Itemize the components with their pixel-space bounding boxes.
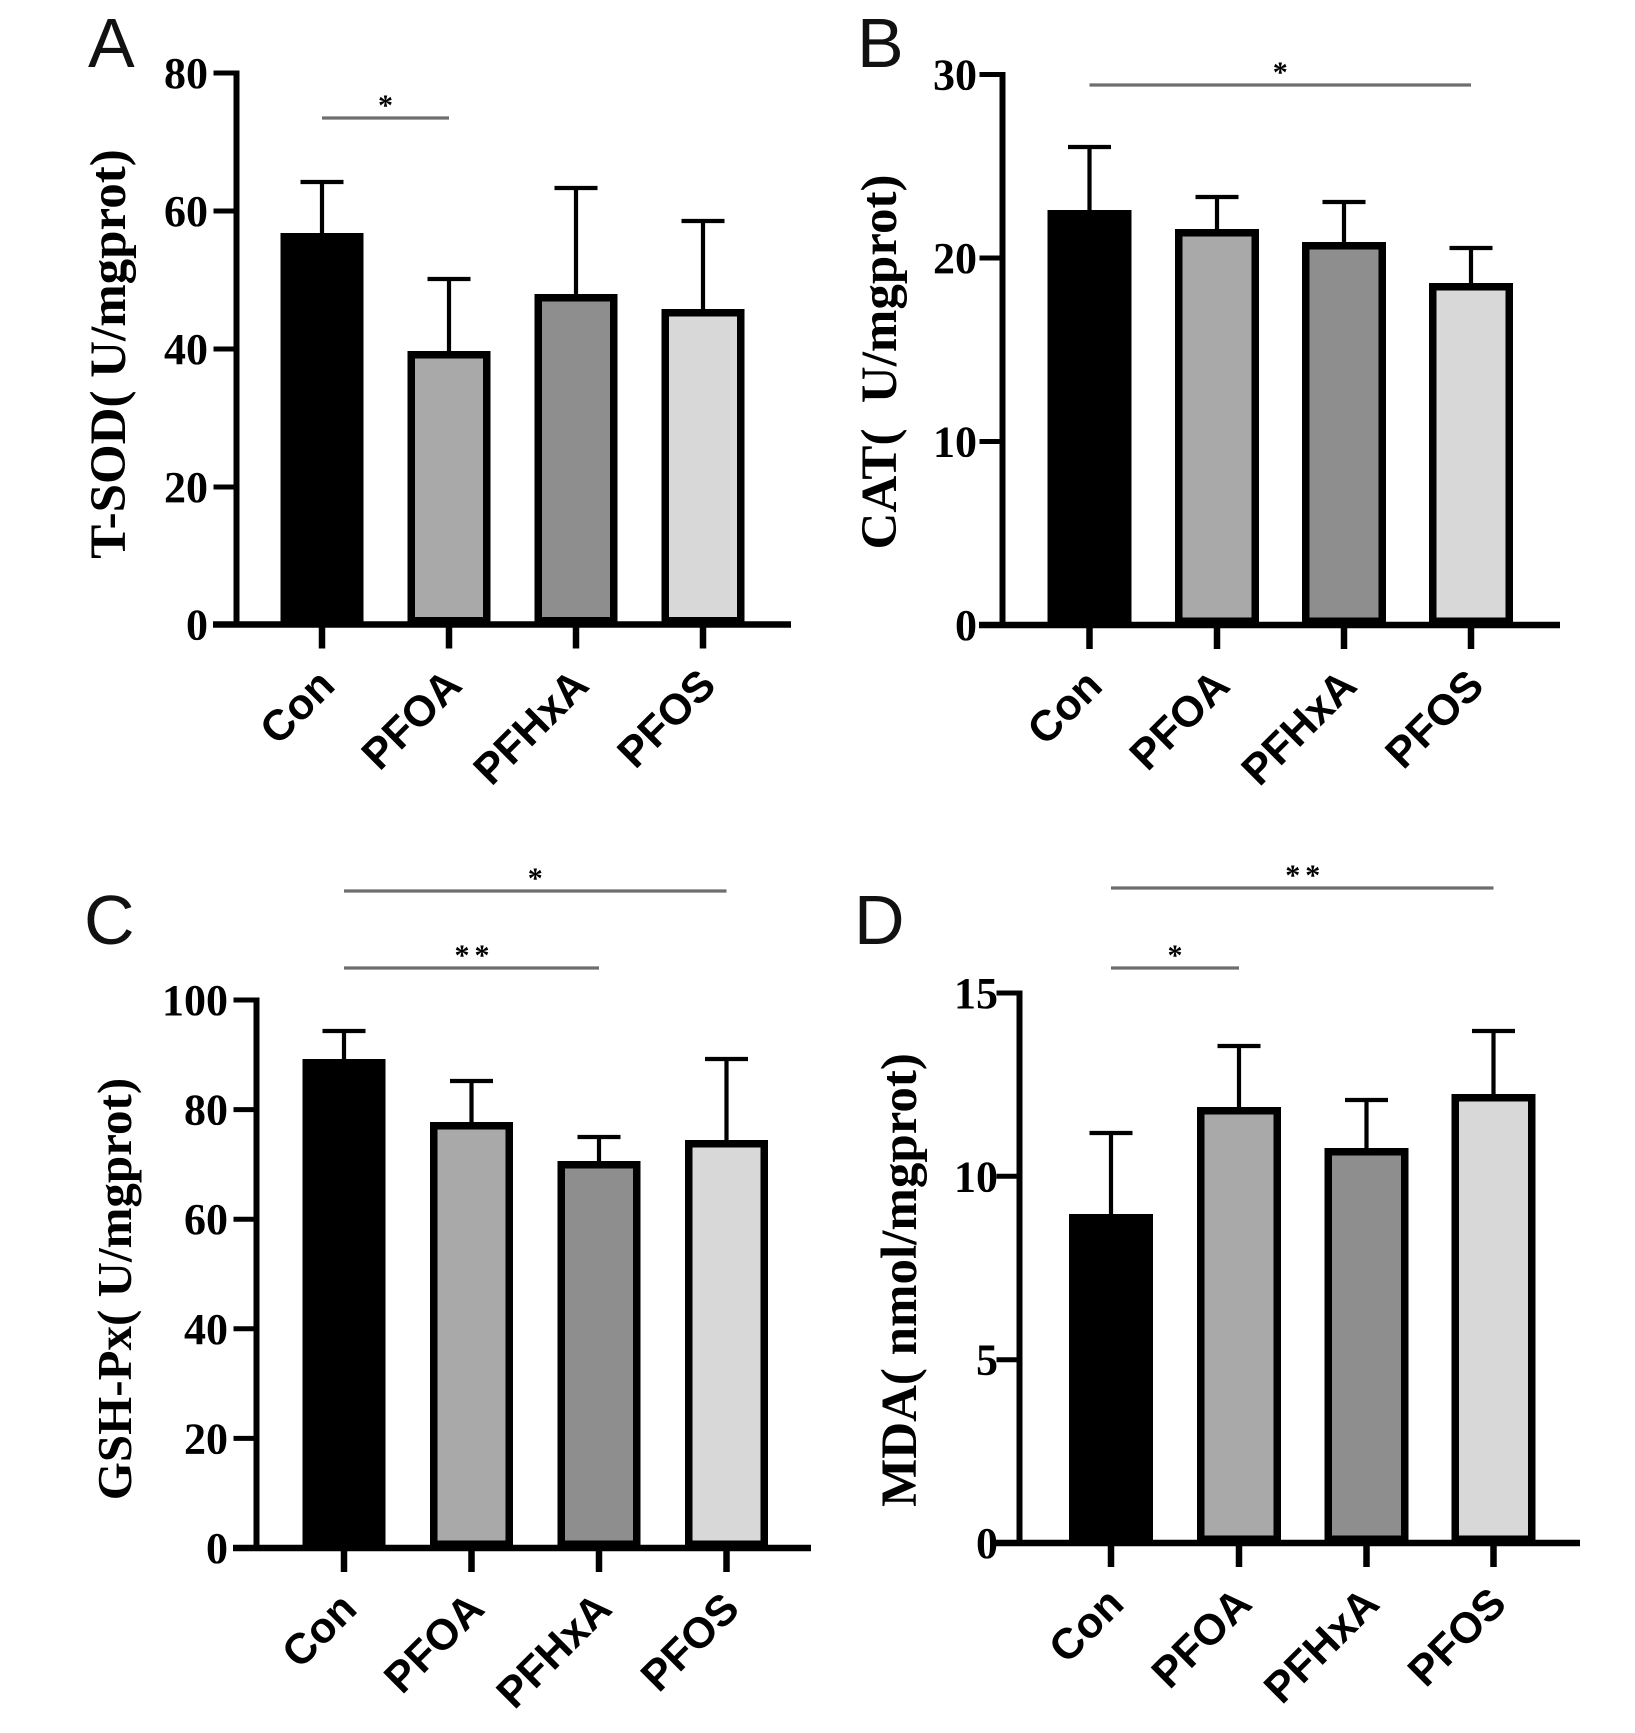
svg-text:5: 5 [976, 1336, 998, 1385]
svg-text:T-SOD( U/mgprot): T-SOD( U/mgprot) [81, 149, 137, 558]
svg-text:MDA( nmol/mgprot): MDA( nmol/mgprot) [872, 1053, 928, 1507]
svg-text:*: * [1273, 56, 1288, 89]
svg-text:15: 15 [954, 969, 998, 1018]
svg-text:20: 20 [164, 463, 208, 512]
svg-text:**: ** [455, 939, 495, 972]
svg-text:D: D [854, 881, 905, 959]
svg-text:80: 80 [164, 49, 208, 98]
svg-text:**: ** [1285, 859, 1325, 892]
svg-text:0: 0 [186, 601, 208, 650]
svg-text:30: 30 [933, 51, 977, 100]
svg-text:B: B [857, 4, 904, 82]
svg-text:40: 40 [164, 325, 208, 374]
svg-text:40: 40 [184, 1305, 228, 1354]
svg-text:*: * [378, 89, 393, 122]
svg-text:C: C [84, 881, 135, 959]
svg-text:10: 10 [954, 1152, 998, 1201]
svg-text:10: 10 [933, 418, 977, 467]
svg-text:GSH-Px( U/mgprot): GSH-Px( U/mgprot) [87, 1078, 142, 1500]
svg-text:20: 20 [184, 1414, 228, 1463]
svg-text:0: 0 [206, 1524, 228, 1573]
svg-text:0: 0 [955, 601, 977, 650]
svg-text:80: 80 [184, 1086, 228, 1135]
svg-text:A: A [88, 4, 135, 82]
svg-text:60: 60 [184, 1195, 228, 1244]
svg-text:20: 20 [933, 234, 977, 283]
svg-text:*: * [528, 862, 543, 895]
svg-text:100: 100 [162, 976, 228, 1025]
svg-text:*: * [1168, 939, 1183, 972]
svg-text:CAT( U/mgprot): CAT( U/mgprot) [852, 175, 908, 550]
svg-text:0: 0 [976, 1519, 998, 1568]
svg-text:60: 60 [164, 187, 208, 236]
